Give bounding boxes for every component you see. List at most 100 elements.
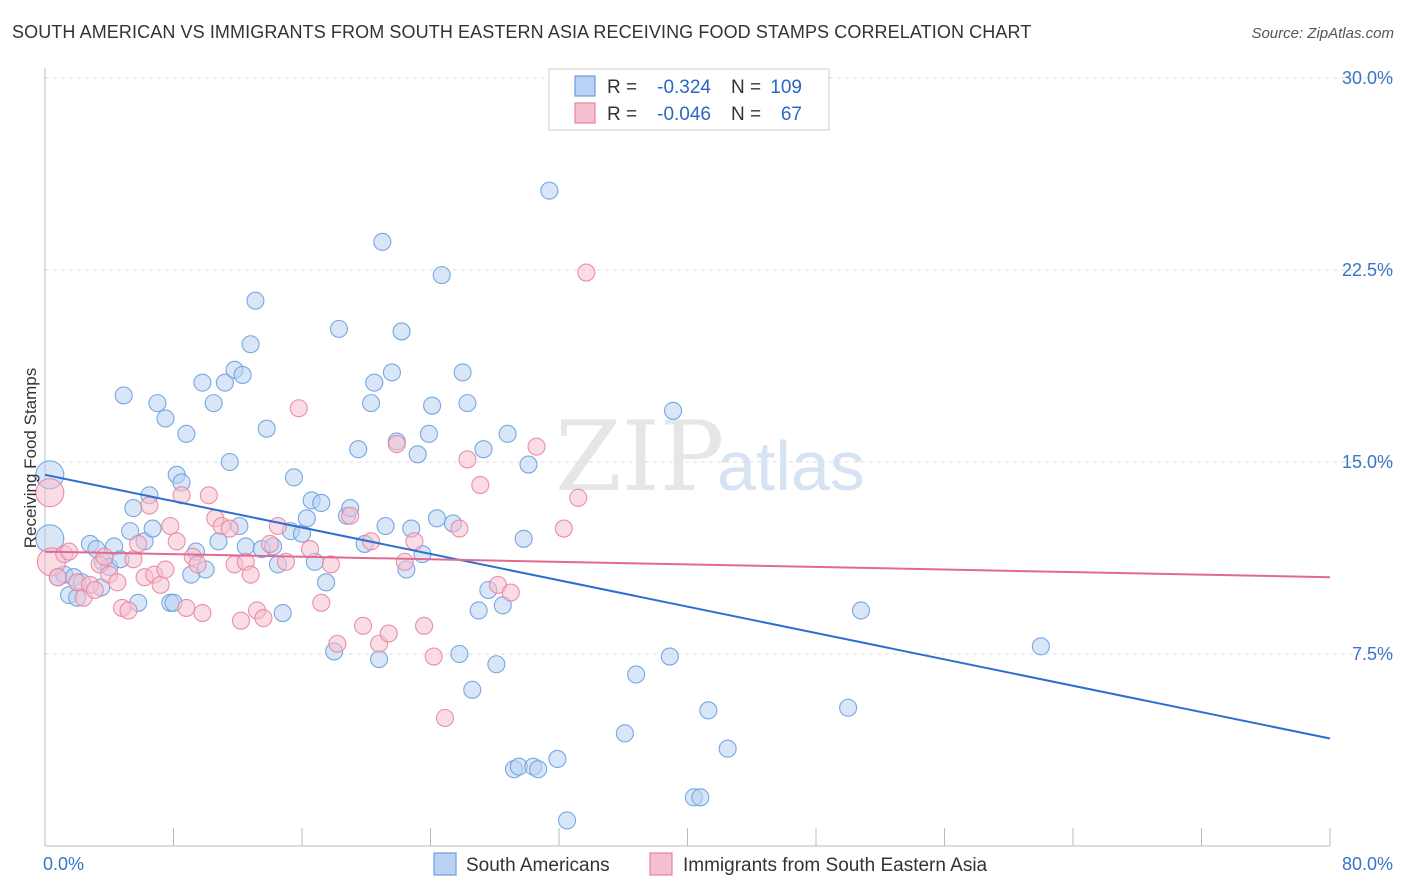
point-immigrants-se-asia-16: [129, 534, 148, 553]
y-tick-label-0: 7.5%: [1352, 644, 1393, 664]
point-south-americans-105: [851, 601, 871, 620]
point-south-americans-89: [514, 529, 533, 548]
point-south-americans-39: [241, 335, 260, 354]
point-south-americans-104: [839, 698, 858, 717]
point-south-americans-93: [540, 181, 559, 200]
watermark-atlas: atlas: [717, 427, 865, 505]
point-immigrants-se-asia-56: [424, 647, 443, 666]
point-immigrants-se-asia-47: [341, 506, 360, 525]
point-south-americans-63: [373, 232, 392, 251]
point-south-americans-86: [498, 424, 517, 443]
point-south-americans-53: [317, 573, 336, 592]
y-tick-label-1: 15.0%: [1342, 452, 1393, 472]
point-south-americans-31: [204, 394, 223, 413]
point-south-americans-70: [408, 445, 427, 464]
stats-r-value-2: -0.046: [657, 104, 711, 125]
legend-label-south-americans: South Americans: [466, 855, 610, 876]
point-south-americans-60: [362, 394, 381, 413]
point-immigrants-se-asia-44: [312, 593, 331, 612]
point-south-americans-78: [453, 363, 472, 382]
point-immigrants-se-asia-53: [395, 552, 414, 571]
point-immigrants-se-asia-55: [415, 616, 434, 635]
point-south-americans-73: [423, 396, 442, 415]
point-immigrants-se-asia-54: [405, 532, 424, 551]
point-immigrants-se-asia-8: [85, 580, 104, 600]
point-south-americans-103: [718, 739, 737, 758]
point-south-americans-62: [370, 650, 389, 669]
y-axis-label: Receiving Food Stamps: [21, 368, 40, 548]
point-south-americans-72: [419, 424, 438, 443]
point-south-americans-58: [349, 440, 368, 459]
point-south-americans-33: [215, 373, 234, 392]
stats-r-label-2: R =: [607, 104, 637, 125]
trend-line-immigrants-se-asia: [44, 550, 1331, 579]
series-south-americans: [35, 181, 1050, 830]
point-south-americans-82: [474, 440, 493, 459]
point-immigrants-se-asia-28: [193, 603, 212, 623]
point-south-americans-80: [463, 680, 482, 699]
point-immigrants-se-asia-43: [300, 539, 320, 559]
chart-source: Source: ZipAtlas.com: [1251, 25, 1394, 42]
point-south-americans-20: [148, 394, 167, 413]
point-south-americans-90: [519, 455, 538, 474]
point-immigrants-se-asia-51: [379, 624, 398, 643]
point-south-americans-38: [236, 537, 255, 556]
point-south-americans-79: [458, 394, 477, 413]
point-south-americans-61: [365, 373, 384, 392]
trend-lines: [44, 473, 1331, 740]
point-south-americans-97: [627, 665, 646, 684]
point-south-americans-81: [469, 601, 488, 620]
stats-n-label-2: N =: [731, 104, 761, 125]
point-immigrants-se-asia-60: [471, 475, 490, 495]
point-immigrants-se-asia-34: [231, 611, 251, 630]
trend-line-south-americans: [44, 473, 1331, 740]
x-tick-label-1: 80.0%: [1342, 854, 1393, 874]
point-immigrants-se-asia-63: [527, 437, 546, 456]
point-immigrants-se-asia-66: [577, 263, 596, 282]
stats-n-value-2: 67: [781, 104, 802, 125]
point-immigrants-se-asia-59: [458, 450, 477, 469]
point-south-americans-84: [487, 655, 506, 674]
point-south-americans-96: [615, 724, 634, 743]
watermark: ZIP atlas: [555, 401, 865, 513]
point-south-americans-40: [246, 291, 265, 310]
point-immigrants-se-asia-25: [177, 598, 196, 617]
point-immigrants-se-asia-62: [501, 583, 520, 602]
point-immigrants-se-asia-58: [450, 519, 469, 538]
point-immigrants-se-asia-10: [95, 547, 114, 566]
point-immigrants-se-asia-64: [554, 519, 573, 538]
point-south-americans-47: [284, 468, 304, 487]
point-south-americans-15: [124, 499, 143, 518]
x-tick-label-0: 0.0%: [43, 854, 84, 874]
point-south-americans-34: [220, 452, 239, 472]
point-immigrants-se-asia-57: [435, 708, 455, 728]
stats-n-value-1: 109: [770, 77, 802, 98]
point-south-americans-67: [392, 322, 411, 341]
point-immigrants-se-asia-23: [167, 532, 186, 551]
point-south-americans-42: [257, 419, 276, 438]
point-south-americans-85: [493, 596, 512, 615]
point-immigrants-se-asia-38: [254, 609, 273, 628]
point-immigrants-se-asia-36: [241, 565, 260, 584]
x-tick-labels: 0.0% 80.0%: [43, 854, 1393, 874]
point-south-americans-45: [273, 603, 292, 623]
stats-r-label-1: R =: [607, 77, 637, 98]
stats-swatch-blue: [574, 75, 596, 97]
point-south-americans-49: [297, 509, 316, 528]
point-south-americans-106: [1031, 637, 1050, 656]
point-south-americans-52: [312, 493, 331, 513]
point-south-americans-64: [376, 516, 395, 536]
point-immigrants-se-asia-0: [35, 478, 65, 508]
point-south-americans-101: [691, 788, 710, 807]
point-immigrants-se-asia-12: [108, 573, 127, 592]
point-immigrants-se-asia-40: [268, 516, 287, 536]
point-immigrants-se-asia-39: [260, 534, 279, 553]
point-south-americans-65: [382, 363, 402, 382]
point-south-americans-98: [660, 647, 679, 666]
axes: [44, 68, 1331, 847]
point-immigrants-se-asia-42: [289, 399, 308, 418]
point-south-americans-55: [329, 319, 348, 338]
point-immigrants-se-asia-20: [151, 575, 170, 594]
point-south-americans-13: [114, 386, 133, 405]
